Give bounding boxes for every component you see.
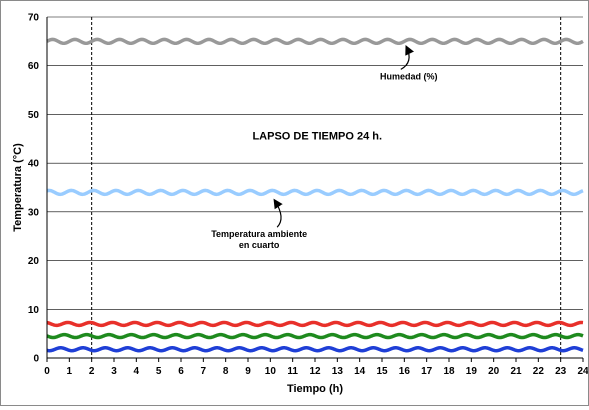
annotation-text-2: Temperatura ambiente en cuarto <box>211 229 307 250</box>
x-tick-label: 12 <box>309 366 321 377</box>
annotation-arrow-2 <box>273 198 283 228</box>
x-tick-label: 11 <box>287 366 298 377</box>
y-tick-label: 40 <box>28 159 40 170</box>
y-axis-title: Temperatura (°C) <box>12 143 24 232</box>
y-tick-label: 70 <box>28 13 40 24</box>
series-line-4 <box>46 332 584 340</box>
x-tick-label: 19 <box>466 366 478 377</box>
x-tick-label: 4 <box>134 366 140 377</box>
annotation-text-1: Humedad (%) <box>380 71 438 81</box>
series-line-2 <box>46 188 584 197</box>
grid-layer <box>47 16 583 310</box>
x-tick-label: 23 <box>555 366 567 377</box>
x-tick-label: 17 <box>421 366 433 377</box>
y-tick-label: 50 <box>28 110 40 121</box>
series-line-1 <box>46 37 584 46</box>
annotation-line: Humedad (%) <box>380 71 438 81</box>
x-tick-label: 1 <box>67 366 73 377</box>
axes <box>46 17 584 362</box>
x-tick-label: 5 <box>156 366 162 377</box>
x-tick-label: 0 <box>44 366 50 377</box>
y-tick-label: 0 <box>33 354 39 365</box>
x-tick-label: 16 <box>399 366 411 377</box>
x-tick-label: 18 <box>443 366 455 377</box>
x-tick-label: 22 <box>533 366 545 377</box>
vertical-markers <box>91 17 562 358</box>
x-tick-label: 24 <box>577 366 588 377</box>
x-tick-label: 10 <box>265 366 277 377</box>
y-tick-label: 20 <box>28 256 40 267</box>
x-tick-label: 13 <box>332 366 344 377</box>
annotation-line: en cuarto <box>239 240 280 250</box>
series-line-3 <box>46 320 584 328</box>
x-tick-label: 9 <box>245 366 251 377</box>
x-tick-label: 8 <box>223 366 229 377</box>
annotation-arrow-1 <box>400 45 414 70</box>
x-tick-label: 3 <box>111 366 117 377</box>
y-tick-label: 30 <box>28 207 40 218</box>
y-tick-label: 10 <box>28 305 40 316</box>
annotation-line: Temperatura ambiente <box>211 229 307 239</box>
time-span-label: LAPSO DE TIEMPO 24 h. <box>252 130 382 142</box>
x-tick-label: 2 <box>89 366 95 377</box>
x-tick-label: 21 <box>510 366 522 377</box>
y-tick-label: 60 <box>28 61 40 72</box>
annotations: Humedad (%) Temperatura ambiente en cuarto <box>211 45 438 250</box>
x-axis-title: Tiempo (h) <box>287 383 343 395</box>
series-line-5 <box>46 346 584 353</box>
x-tick-label: 15 <box>376 366 388 377</box>
x-tick-label: 7 <box>201 366 207 377</box>
x-tick-label: 14 <box>354 366 366 377</box>
x-tick-label: 20 <box>488 366 500 377</box>
series-layer <box>46 37 584 353</box>
x-tick-label: 6 <box>178 366 184 377</box>
